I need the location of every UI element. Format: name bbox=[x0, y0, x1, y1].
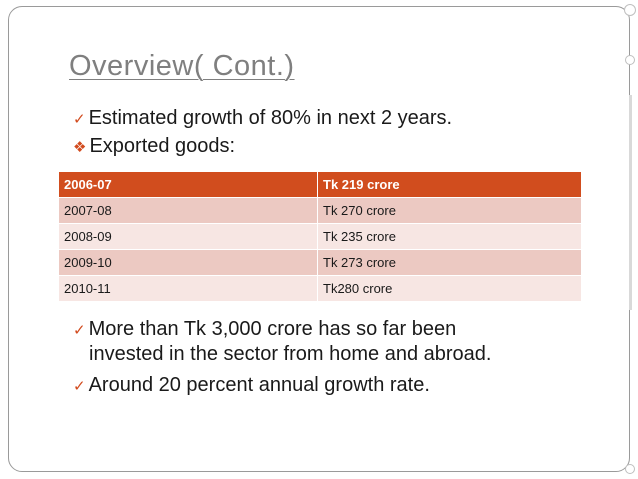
bullet-annual-growth: ✓ Around 20 percent annual growth rate. bbox=[73, 373, 430, 398]
check-mark-icon: ✓ bbox=[73, 321, 86, 339]
diamond-dots-icon: ❖ bbox=[73, 138, 87, 156]
table-row: 2008-09 Tk 235 crore bbox=[59, 223, 581, 250]
corner-dot-top bbox=[624, 4, 636, 16]
bullet-text: Estimated growth of 80% in next 2 years. bbox=[88, 107, 453, 129]
bullet-growth: ✓ Estimated growth of 80% in next 2 years… bbox=[73, 106, 452, 131]
table-cell-year: 2010-11 bbox=[59, 275, 318, 302]
side-dot-upper bbox=[625, 55, 635, 65]
table-cell-value: Tk 273 crore bbox=[317, 249, 581, 276]
table-row: 2007-08 Tk 270 crore bbox=[59, 197, 581, 224]
table-row: 2010-11 Tk280 crore bbox=[59, 275, 581, 302]
corner-dot-bottom bbox=[625, 464, 635, 474]
slide-title: Overview( Cont.) bbox=[69, 50, 295, 82]
table-cell-value: Tk 235 crore bbox=[317, 223, 581, 250]
table-cell-year: 2006-07 bbox=[59, 172, 318, 198]
bullet-text: Exported goods: bbox=[89, 135, 236, 157]
bullet-investment: ✓ More than Tk 3,000 crore has so far bee… bbox=[73, 317, 491, 366]
table-row: 2006-07 Tk 219 crore bbox=[59, 172, 581, 198]
bullet-text-continued: invested in the sector from home and abr… bbox=[89, 343, 492, 365]
exported-goods-table: 2006-07 Tk 219 crore 2007-08 Tk 270 cror… bbox=[59, 172, 581, 302]
check-mark-icon: ✓ bbox=[73, 110, 86, 128]
table-row: 2009-10 Tk 273 crore bbox=[59, 249, 581, 276]
bullet-text: More than Tk 3,000 crore has so far been bbox=[88, 318, 457, 340]
bullet-exported-goods: ❖ Exported goods: bbox=[73, 134, 235, 159]
bullet-text: Around 20 percent annual growth rate. bbox=[88, 374, 430, 396]
table-cell-value: Tk 270 crore bbox=[317, 197, 581, 224]
table-cell-value: Tk 219 crore bbox=[317, 172, 581, 198]
table-cell-year: 2009-10 bbox=[59, 249, 318, 276]
table-cell-year: 2008-09 bbox=[59, 223, 318, 250]
table-cell-year: 2007-08 bbox=[59, 197, 318, 224]
side-accent-line bbox=[629, 95, 632, 310]
table-cell-value: Tk280 crore bbox=[317, 275, 581, 302]
check-mark-icon: ✓ bbox=[73, 377, 86, 395]
